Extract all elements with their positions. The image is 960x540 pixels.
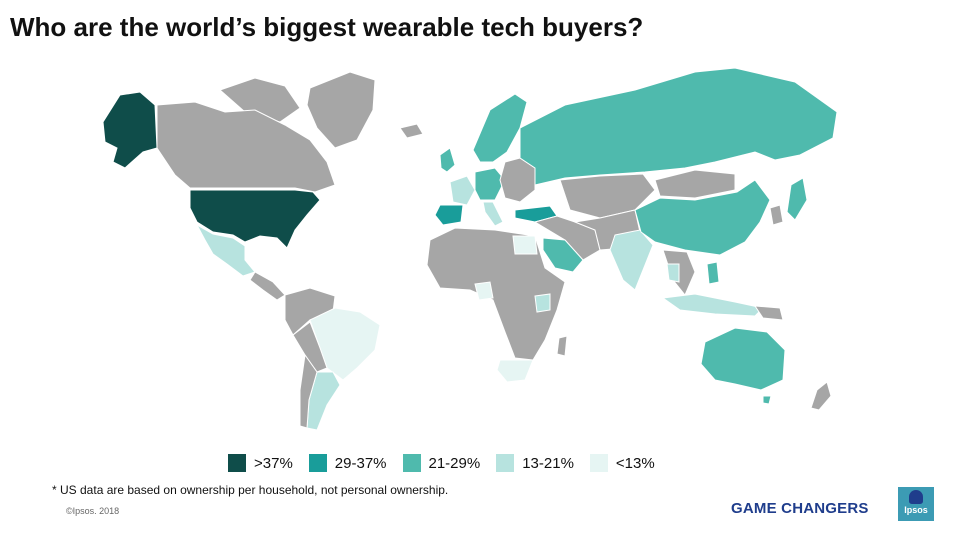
region-italy	[482, 201, 504, 227]
region-central-america	[249, 271, 286, 301]
region-alaska	[102, 91, 158, 169]
region-iceland	[399, 123, 424, 139]
legend-swatch	[589, 454, 608, 472]
region-spain	[434, 204, 464, 226]
region-central-europe	[474, 167, 506, 201]
legend-item-gt37: >37%	[228, 454, 293, 472]
region-mongolia	[654, 169, 736, 199]
region-south-africa	[496, 359, 534, 383]
region-philippines	[706, 261, 720, 285]
region-saudi-arabia	[542, 237, 584, 273]
region-korea	[769, 204, 784, 226]
legend-swatch	[402, 454, 421, 472]
map-legend: >37% 29-37% 21-29% 13-21% <13%	[228, 454, 655, 472]
legend-label: >37%	[254, 454, 293, 472]
world-map-svg	[102, 67, 838, 431]
legend-label: 21-29%	[428, 454, 481, 472]
region-central-asia	[559, 173, 656, 219]
region-png	[754, 305, 784, 321]
legend-label: 29-37%	[334, 454, 387, 472]
region-india	[609, 229, 654, 291]
region-new-zealand	[810, 381, 832, 411]
brand-text: GAME CHANGERS	[731, 500, 869, 517]
legend-item-lt13: <13%	[589, 454, 655, 472]
region-egypt	[512, 235, 538, 255]
legend-swatch	[308, 454, 327, 472]
region-kenya	[534, 293, 551, 313]
region-scandinavia	[472, 93, 528, 163]
logo-mark-icon	[909, 490, 923, 504]
region-madagascar	[556, 335, 568, 357]
region-china	[634, 179, 771, 256]
region-usa	[189, 189, 321, 249]
legend-item-29-37: 29-37%	[308, 454, 387, 472]
region-indonesia	[661, 293, 765, 317]
region-tasmania	[762, 395, 772, 405]
region-nigeria	[474, 281, 494, 301]
legend-item-21-29: 21-29%	[402, 454, 481, 472]
logo-text: Ipsos	[904, 505, 928, 515]
region-thailand	[666, 263, 680, 283]
region-japan	[786, 177, 808, 221]
copyright: ©Ipsos. 2018	[66, 506, 120, 516]
legend-item-13-21: 13-21%	[496, 454, 574, 472]
region-greenland	[306, 71, 376, 149]
legend-swatch	[496, 454, 515, 472]
region-russia	[519, 67, 838, 186]
ipsos-logo: Ipsos	[898, 487, 934, 521]
slide-title: Who are the world’s biggest wearable tec…	[10, 12, 644, 42]
region-uk	[439, 147, 456, 173]
region-africa	[426, 227, 566, 361]
legend-label: <13%	[615, 454, 655, 472]
region-australia	[700, 327, 786, 391]
region-canada	[156, 101, 336, 193]
legend-swatch	[228, 454, 246, 472]
region-chile	[299, 353, 318, 429]
legend-label: 13-21%	[522, 454, 574, 472]
world-map	[95, 50, 855, 435]
footnote: * US data are based on ownership per hou…	[52, 483, 449, 497]
region-france	[449, 175, 476, 206]
